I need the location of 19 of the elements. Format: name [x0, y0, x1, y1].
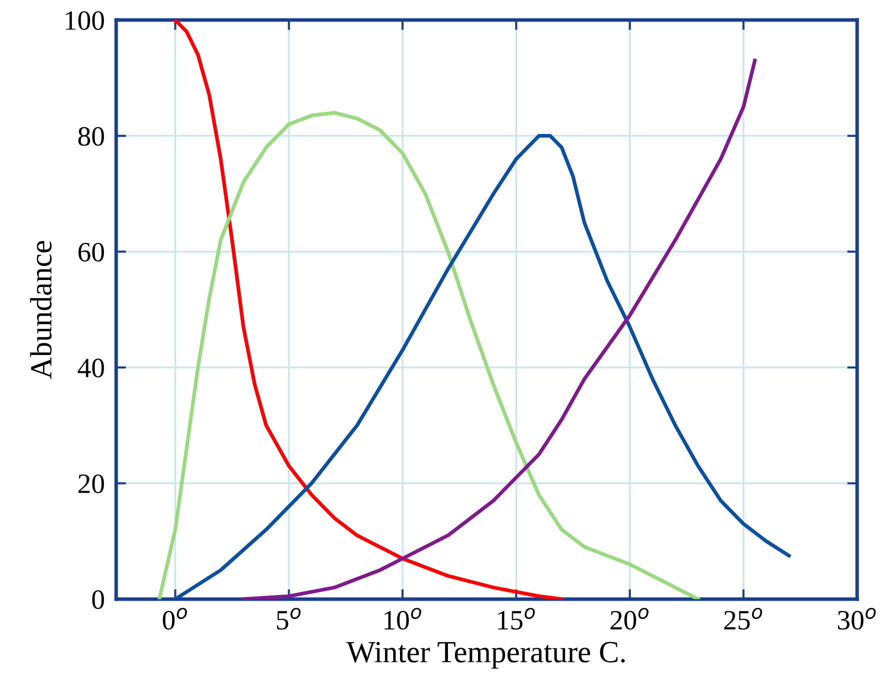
y-tick-label: 40: [78, 358, 104, 378]
x-tick-label: 0$^{o}$: [162, 608, 187, 630]
y-tick-label: 20: [78, 474, 104, 494]
line-series: [158, 110, 700, 600]
line-series: [242, 58, 757, 600]
x-tick-label: 10$^{o}$: [384, 608, 422, 630]
x-tick-label: 5$^{o}$: [277, 608, 301, 630]
x-tick-label: 15$^{o}$: [498, 608, 535, 630]
x-tick-label: 30$^{o}$: [838, 608, 876, 630]
y-tick-label: 60: [78, 242, 104, 262]
y-tick-label: 80: [78, 127, 104, 146]
x-axis-title: Winter Temperature C.: [346, 642, 625, 669]
x-tick-label: 20$^{o}$: [610, 608, 648, 630]
line-series: [173, 20, 564, 600]
y-axis-title: Abundance: [30, 241, 52, 379]
x-tick-label: 25$^{o}$: [724, 608, 762, 630]
y-tick-label: 100: [66, 11, 104, 30]
y-tick-label: 0: [92, 590, 104, 610]
line-series: [173, 134, 791, 600]
